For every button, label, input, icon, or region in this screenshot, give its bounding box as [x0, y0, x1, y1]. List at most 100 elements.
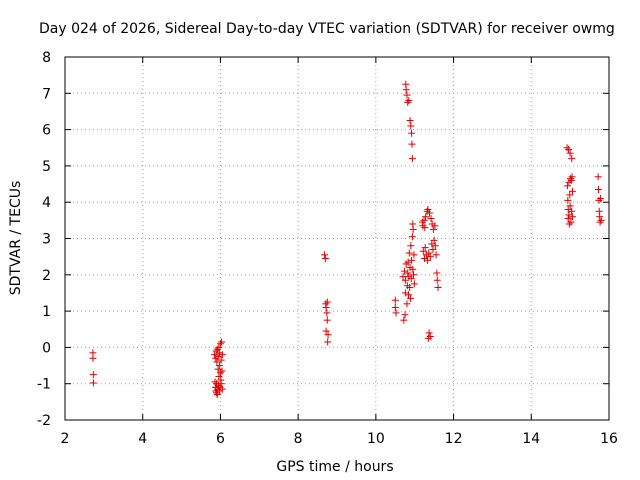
data-point [410, 251, 418, 259]
data-point [89, 354, 97, 362]
data-point [406, 117, 414, 125]
data-point [406, 284, 414, 292]
data-point [568, 173, 576, 181]
x-tick-label: 16 [600, 431, 618, 447]
data-point [566, 149, 574, 157]
data-point [214, 352, 222, 360]
data-point [216, 340, 224, 348]
data-point [429, 245, 437, 253]
data-point [218, 351, 226, 359]
data-point [564, 215, 572, 223]
data-point [410, 271, 418, 279]
data-point [218, 367, 226, 375]
x-tick-label: 6 [216, 431, 225, 447]
data-point [322, 303, 330, 311]
data-point [211, 351, 219, 359]
data-point [218, 385, 226, 393]
chart-title: Day 024 of 2026, Sidereal Day-to-day VTE… [39, 21, 615, 37]
data-point [421, 244, 429, 252]
data-point [425, 249, 433, 257]
data-point [410, 280, 418, 288]
data-point [217, 356, 225, 364]
data-point [563, 182, 571, 190]
data-point [408, 129, 416, 137]
data-point [566, 191, 574, 199]
data-point [595, 185, 603, 193]
data-point [568, 207, 576, 215]
data-point [323, 316, 331, 324]
data-point [406, 294, 414, 302]
y-axis-label: SDTVAR / TECUs [8, 181, 24, 296]
data-point [568, 155, 576, 163]
data-point [407, 274, 415, 282]
x-tick-label: 8 [294, 431, 303, 447]
data-point [421, 224, 429, 232]
data-point [408, 256, 416, 264]
data-point [424, 256, 432, 264]
data-point [391, 303, 399, 311]
data-point [409, 265, 417, 273]
data-point [322, 327, 330, 335]
x-axis-label: GPS time / hours [276, 459, 393, 475]
data-point [420, 216, 428, 224]
data-point [594, 173, 602, 181]
y-tick-label: -2 [37, 413, 51, 429]
data-point [431, 242, 439, 250]
data-point [404, 98, 412, 106]
data-point [215, 343, 223, 351]
data-point [213, 345, 221, 353]
data-point [402, 86, 410, 94]
data-point [323, 298, 331, 306]
data-point [324, 338, 332, 346]
data-point [409, 225, 417, 233]
y-tick-label: 6 [42, 123, 51, 139]
data-point [404, 269, 412, 277]
data-point [407, 122, 415, 130]
data-point [323, 309, 331, 317]
data-point [212, 347, 220, 355]
data-point [426, 333, 434, 341]
data-point [214, 365, 222, 373]
y-tick-label: 4 [42, 195, 51, 211]
data-point [434, 284, 442, 292]
data-point [565, 146, 573, 154]
data-point [568, 213, 576, 221]
data-point [215, 387, 223, 395]
data-point [392, 309, 400, 317]
data-point [215, 372, 223, 380]
x-tick-label: 4 [138, 431, 147, 447]
data-point [430, 236, 438, 244]
y-tick-label: 2 [42, 268, 51, 284]
y-tick-label: 0 [42, 340, 51, 356]
data-point [425, 209, 433, 217]
x-tick-label: 10 [367, 431, 385, 447]
data-point [433, 269, 441, 277]
data-point [564, 205, 572, 213]
x-tick-labels: 2 4 6 8 10 12 14 16 [61, 431, 618, 447]
data-point [433, 276, 441, 284]
data-point [429, 225, 437, 233]
y-tick-labels: -2 -1 0 1 2 3 4 5 6 7 8 [37, 50, 51, 429]
data-point [420, 254, 428, 262]
data-point [391, 296, 399, 304]
data-point [419, 222, 427, 230]
data-point [567, 218, 575, 226]
data-point [568, 187, 576, 195]
data-point [403, 300, 411, 308]
data-point [403, 91, 411, 99]
data-point [566, 202, 574, 210]
data-point [432, 251, 440, 259]
data-point [404, 291, 412, 299]
data-point [422, 213, 430, 221]
y-tick-label: 3 [42, 232, 51, 248]
data-point [407, 242, 415, 250]
data-point [401, 276, 409, 284]
data-point [426, 253, 434, 261]
data-point [402, 260, 410, 268]
data-point [424, 334, 432, 342]
x-tick-label: 12 [445, 431, 463, 447]
data-point [401, 289, 409, 297]
data-point [405, 97, 413, 105]
x-tick-label: 14 [522, 431, 540, 447]
